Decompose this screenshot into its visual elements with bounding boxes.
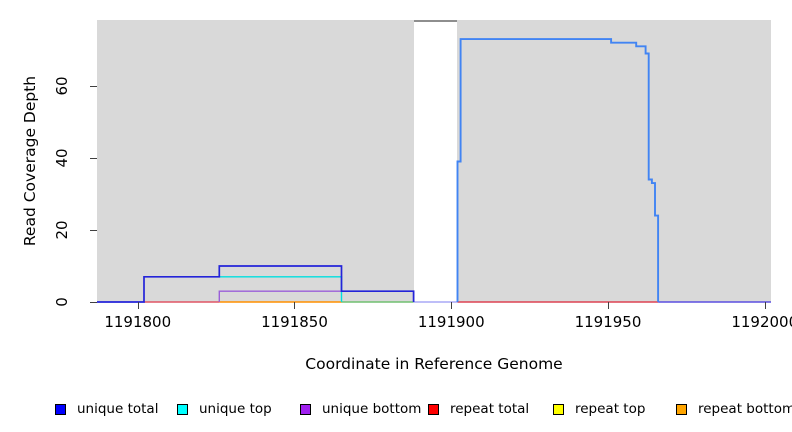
legend-swatch-icon bbox=[428, 403, 439, 415]
x-axis-title: Coordinate in Reference Genome bbox=[305, 355, 563, 373]
x-tick-mark bbox=[607, 302, 609, 309]
unique-total-peak-line bbox=[456, 38, 660, 302]
masked-gap-band bbox=[413, 20, 458, 302]
x-tick-label: 1191950 bbox=[574, 313, 642, 331]
legend-label: unique total bbox=[77, 401, 159, 417]
plot-area bbox=[97, 20, 771, 303]
legend-item-unique-top: unique top bbox=[177, 401, 272, 417]
x-tick-label: 1191850 bbox=[261, 313, 328, 331]
unique-bottom-line bbox=[218, 290, 415, 302]
x-tick-label: 1191800 bbox=[104, 313, 172, 331]
x-tick-mark bbox=[451, 302, 453, 309]
legend-label: repeat top bbox=[575, 401, 646, 417]
legend-swatch-icon bbox=[676, 403, 687, 415]
legend-swatch-icon bbox=[177, 403, 188, 415]
y-tick-label: 40 bbox=[53, 148, 71, 168]
legend-swatch-icon bbox=[55, 403, 66, 415]
legend-label: unique top bbox=[199, 401, 272, 417]
legend-item-repeat-top: repeat top bbox=[553, 401, 645, 417]
y-axis-title: Read Coverage Depth bbox=[21, 75, 39, 247]
coverage-series-svg bbox=[97, 38, 771, 303]
unique-top-line bbox=[219, 276, 343, 302]
x-tick-label: 1191900 bbox=[417, 313, 485, 331]
x-tick-mark bbox=[764, 302, 766, 309]
legend-item-unique-total: unique total bbox=[55, 401, 158, 417]
y-tick-mark bbox=[90, 157, 97, 159]
x-tick-mark bbox=[294, 302, 296, 309]
y-tick-mark bbox=[90, 85, 97, 87]
x-tick-label: 1192000 bbox=[731, 313, 792, 331]
y-tick-label: 20 bbox=[53, 220, 71, 240]
y-tick-label: 0 bbox=[53, 297, 71, 307]
legend-label: repeat bottom bbox=[698, 401, 792, 417]
legend-item-unique-bottom: unique bottom bbox=[300, 401, 421, 417]
legend-item-repeat-bottom: repeat bottom bbox=[676, 401, 792, 417]
y-tick-mark bbox=[90, 229, 97, 231]
y-tick-label: 60 bbox=[53, 76, 71, 96]
legend-label: unique bottom bbox=[322, 401, 422, 417]
unique-total-left-cluster-line bbox=[97, 265, 415, 303]
y-tick-mark bbox=[90, 302, 97, 303]
legend-item-repeat-total: repeat total bbox=[428, 401, 529, 417]
legend-label: repeat total bbox=[450, 401, 530, 417]
legend-swatch-icon bbox=[300, 403, 311, 415]
legend-swatch-icon bbox=[553, 403, 564, 415]
x-tick-mark bbox=[137, 302, 139, 309]
